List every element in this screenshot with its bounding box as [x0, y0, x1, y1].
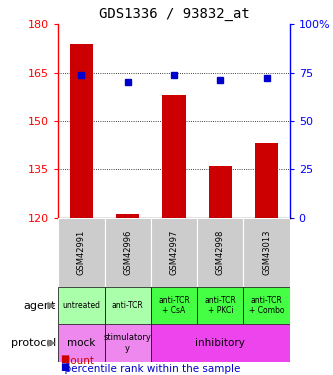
Bar — [151, 324, 290, 362]
Text: inhibitory: inhibitory — [195, 338, 245, 348]
Bar — [255, 144, 278, 218]
Bar — [116, 214, 139, 217]
Bar — [163, 95, 185, 218]
Text: ■: ■ — [60, 362, 69, 372]
Text: agent: agent — [24, 301, 56, 310]
Bar — [58, 324, 105, 362]
Text: anti-TCR
+ CsA: anti-TCR + CsA — [158, 296, 190, 315]
Bar — [197, 287, 243, 324]
Text: GSM42998: GSM42998 — [216, 230, 225, 275]
Text: anti-TCR: anti-TCR — [112, 301, 144, 310]
Text: anti-TCR
+ Combo: anti-TCR + Combo — [249, 296, 284, 315]
Bar — [58, 217, 105, 287]
Bar — [70, 44, 93, 218]
Text: GSM42997: GSM42997 — [169, 230, 178, 275]
Text: protocol: protocol — [11, 338, 56, 348]
Text: GSM42991: GSM42991 — [77, 230, 86, 275]
Text: count: count — [58, 356, 94, 366]
Bar — [105, 324, 151, 362]
Text: percentile rank within the sample: percentile rank within the sample — [58, 364, 241, 374]
Bar — [105, 217, 151, 287]
Bar — [209, 166, 232, 218]
Bar — [151, 217, 197, 287]
Bar — [243, 217, 290, 287]
Title: GDS1336 / 93832_at: GDS1336 / 93832_at — [99, 7, 249, 21]
Bar — [105, 287, 151, 324]
Text: mock: mock — [67, 338, 96, 348]
Bar — [243, 287, 290, 324]
Text: stimulatory
y: stimulatory y — [104, 333, 152, 353]
Bar — [151, 287, 197, 324]
Text: ■: ■ — [60, 354, 69, 364]
Bar — [197, 217, 243, 287]
Text: GSM43013: GSM43013 — [262, 230, 271, 275]
Bar — [58, 287, 105, 324]
Text: untreated: untreated — [62, 301, 101, 310]
Text: GSM42996: GSM42996 — [123, 230, 132, 275]
Text: anti-TCR
+ PKCi: anti-TCR + PKCi — [204, 296, 236, 315]
